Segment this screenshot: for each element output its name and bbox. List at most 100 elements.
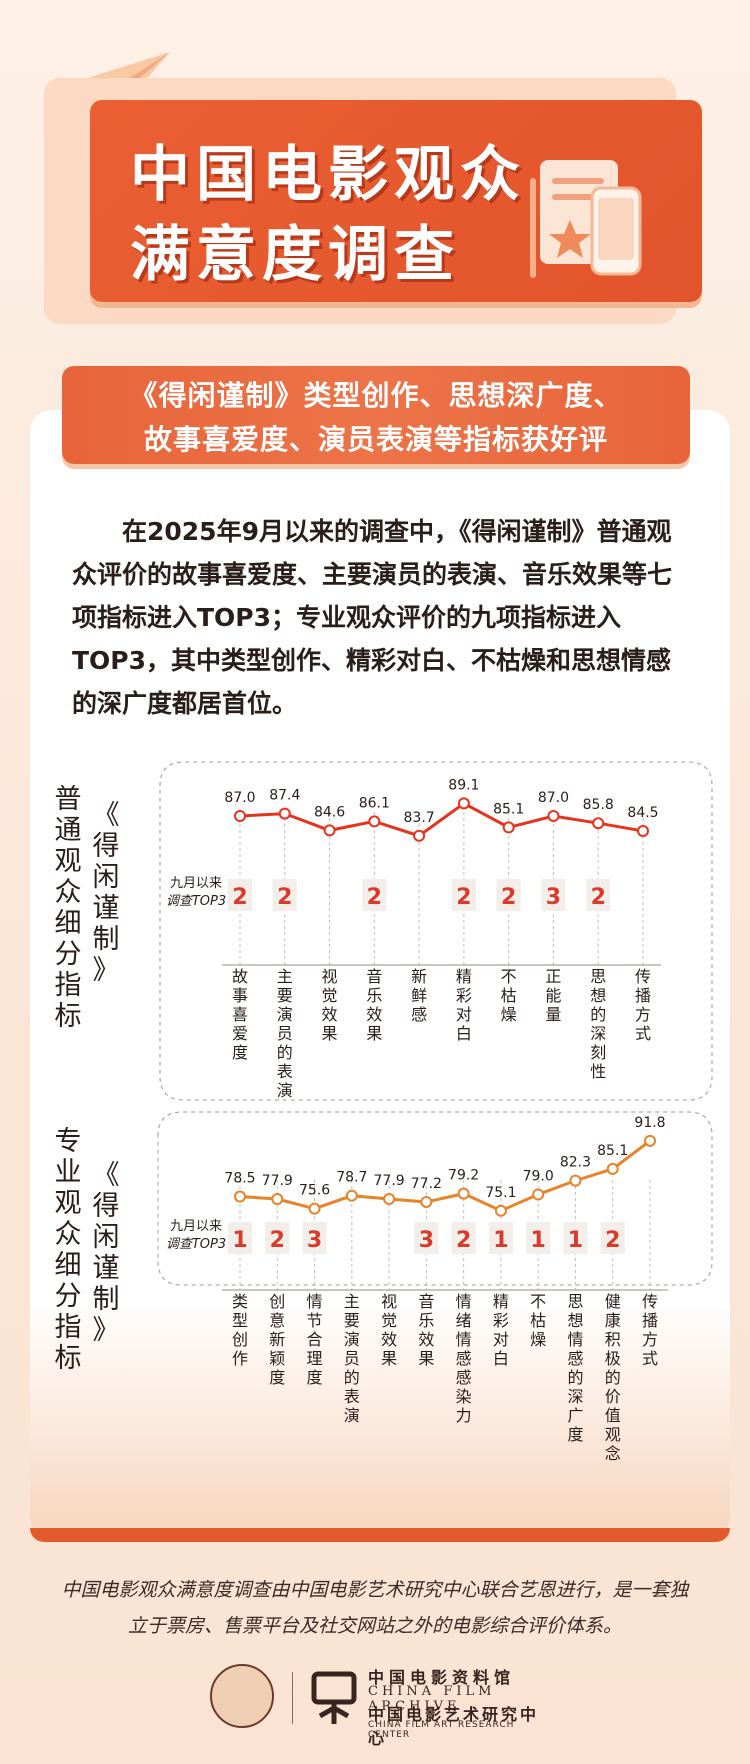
rank-value: 1 (531, 1228, 546, 1253)
chart-frame (159, 761, 713, 1101)
category-label-char: 力 (456, 1406, 472, 1425)
category-label-char: 式 (642, 1349, 658, 1368)
category-label-char: 感 (567, 1349, 583, 1368)
data-value-label: 85.1 (597, 1143, 628, 1159)
rank-value: 2 (456, 885, 471, 910)
rank-cell (265, 1222, 290, 1254)
data-value-label: 83.7 (404, 810, 435, 826)
data-point (234, 1190, 246, 1203)
category-label-char: 传 (642, 1292, 658, 1311)
data-point (308, 1202, 321, 1215)
rank-cell (228, 879, 252, 911)
general-audience-label: 普通观众细分指标 (54, 784, 82, 1032)
category-label-char: 深 (567, 1387, 583, 1406)
rank-cell (496, 879, 521, 911)
category-label-char: 积 (605, 1330, 621, 1349)
data-value-label: 86.1 (359, 795, 390, 811)
category-label-char: 的 (277, 1043, 293, 1062)
category-label-char: 意 (269, 1311, 285, 1330)
category-label-char: 演 (344, 1330, 360, 1349)
category-label-char: 果 (418, 1349, 434, 1368)
category-label-char: 演 (277, 1005, 293, 1024)
category-label-char: 视 (381, 1292, 397, 1311)
category-label-char: 演 (344, 1406, 360, 1425)
rank-value: 3 (419, 1228, 434, 1253)
rank-cell (526, 1222, 551, 1254)
category-label-char: 不 (501, 967, 517, 986)
category-label-char: 效 (322, 1005, 338, 1024)
intro-text: 在2025年9月以来的调查中，《得闲谨制》普通观众评价的故事喜爱度、主要演员的表… (72, 517, 673, 718)
category-label-char: 情 (307, 1292, 323, 1311)
data-value-label: 77.2 (411, 1176, 442, 1192)
category-label-char: 事 (232, 986, 248, 1005)
category-label-char: 对 (456, 1005, 472, 1024)
category-label-char: 想 (590, 986, 606, 1005)
data-point (457, 797, 470, 810)
pro-audience-label: 专业观众细分指标 (54, 1126, 82, 1374)
category-label-char: 播 (635, 986, 651, 1005)
charts-canvas: 九月以来调查TOP387.02故事喜爱度87.42主要演员的表演84.6视觉效果… (157, 761, 713, 1463)
data-point (569, 1174, 582, 1187)
category-label-char: 精 (493, 1292, 509, 1311)
category-label-char: 想 (567, 1311, 583, 1330)
rank-value: 2 (501, 885, 516, 910)
series-line (239, 1139, 651, 1213)
data-point (413, 829, 426, 842)
data-value-label: 84.5 (627, 805, 658, 821)
title-line-2: 满意度调查 (130, 220, 460, 290)
title-line-1: 中国电影观众 (130, 140, 526, 210)
data-point (368, 815, 381, 828)
category-label-char: 鲜 (411, 986, 427, 1005)
data-value-label: 89.1 (448, 777, 479, 793)
category-label-char: 深 (590, 1024, 606, 1043)
rank-cell (451, 879, 476, 911)
data-value-label: 75.1 (485, 1185, 516, 1201)
category-label-char: 的 (590, 1005, 606, 1024)
category-label-char: 不 (530, 1292, 546, 1311)
data-point (345, 1189, 358, 1202)
data-point (532, 1188, 545, 1201)
category-label-char: 度 (269, 1368, 285, 1387)
category-label-char: 度 (567, 1425, 583, 1444)
category-label-char: 白 (456, 1024, 472, 1043)
data-value-label: 77.9 (262, 1173, 293, 1189)
data-point (420, 1195, 433, 1208)
category-label-char: 乐 (366, 986, 382, 1005)
data-point (234, 810, 246, 822)
category-label-char: 员 (277, 1024, 293, 1043)
category-label-char: 果 (366, 1024, 382, 1043)
rank-value: 2 (270, 1228, 285, 1253)
data-point (547, 810, 560, 822)
category-label-char: 的 (344, 1368, 360, 1387)
data-value-label: 77.9 (374, 1173, 405, 1189)
data-point (606, 1162, 619, 1175)
category-label-char: 念 (605, 1444, 621, 1463)
category-label-char: 能 (545, 986, 561, 1005)
ribbon-line-2: 故事喜爱度、演员表演等指标获好评 (143, 423, 608, 456)
category-label-char: 染 (456, 1387, 472, 1406)
general-audience-chart: 九月以来调查TOP387.02故事喜爱度87.42主要演员的表演84.6视觉效果… (159, 761, 713, 1101)
rank-value: 3 (546, 885, 561, 910)
category-label-char: 员 (344, 1349, 360, 1368)
ribbon-line-1: 《得闲谨制》类型创作、思想深广度、 (129, 379, 623, 412)
category-label-char: 颖 (269, 1349, 285, 1368)
category-label-char: 果 (322, 1024, 338, 1043)
category-label-char: 值 (605, 1406, 621, 1425)
data-point (278, 807, 291, 820)
category-label-char: 广 (567, 1406, 583, 1425)
footer-note: 中国电影观众满意度调查由中国电影艺术研究中心联合艺恩进行，是一套独 立于票房、售… (40, 1572, 710, 1644)
rank-cell (488, 1222, 513, 1254)
category-label-char: 效 (418, 1330, 434, 1349)
category-label-char: 效 (366, 1005, 382, 1024)
archive-name-cn: 中国电影资料馆 (368, 1668, 516, 1687)
top3-row-label-2: 调查TOP3 (166, 1237, 226, 1252)
category-label-char: 的 (567, 1368, 583, 1387)
data-value-label: 87.0 (224, 790, 255, 806)
category-label-char: 合 (307, 1330, 323, 1349)
footer-line-1: 中国电影观众满意度调查由中国电影艺术研究中心联合艺恩进行，是一套独 (61, 1579, 689, 1601)
category-label-char: 乐 (418, 1311, 434, 1330)
data-point (383, 1193, 396, 1206)
category-label-char: 新 (269, 1330, 285, 1349)
category-label-char: 度 (307, 1368, 323, 1387)
category-label-char: 效 (381, 1330, 397, 1349)
